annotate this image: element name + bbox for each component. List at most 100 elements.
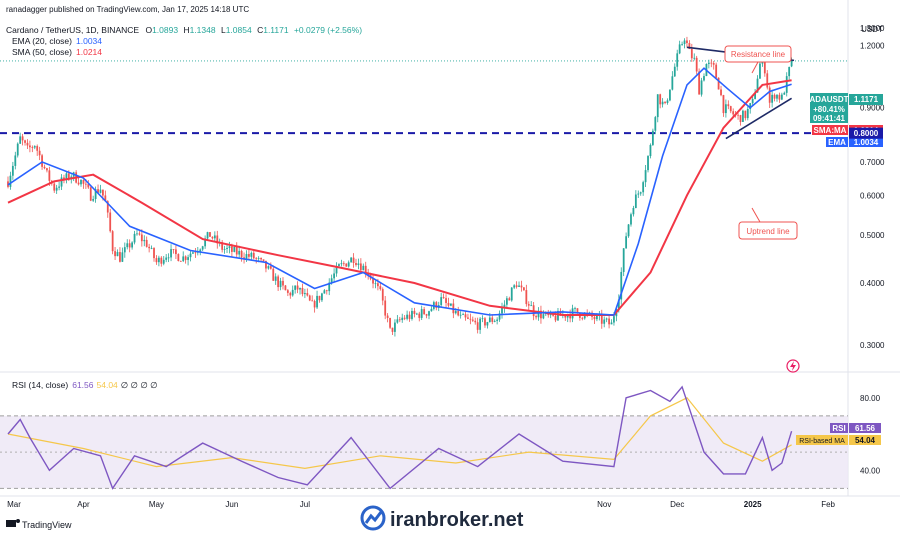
candle-body (55, 187, 58, 191)
candle-body (187, 257, 189, 260)
candle-body (751, 98, 754, 104)
candle-body (737, 114, 739, 116)
uptrend-trendline[interactable] (725, 97, 793, 140)
rsi-line[interactable] (7, 385, 793, 490)
candle-body (328, 282, 331, 292)
rsi-legend[interactable]: RSI (14, close) 61.56 54.04 ∅ ∅ ∅ ∅ (12, 380, 158, 390)
ema-line[interactable] (7, 67, 792, 316)
candle-body (43, 166, 46, 169)
candle-body (274, 276, 277, 281)
candle-body (306, 293, 309, 296)
price-badge-symbol: ADAUSDT (809, 95, 848, 104)
candle-body (486, 322, 489, 326)
candle-body (167, 257, 170, 259)
candle-body (681, 44, 683, 45)
ema-legend[interactable]: EMA (20, close) 1.0034 (12, 36, 102, 46)
candle-body (625, 236, 628, 249)
candle-body (82, 179, 85, 184)
candle-body (372, 278, 374, 284)
candle-body (136, 233, 138, 235)
candle-body (230, 246, 233, 252)
candle-body (282, 280, 284, 286)
candle-body (257, 257, 260, 259)
tradingview-logo[interactable]: TradingView (6, 519, 72, 530)
candle-body (245, 254, 248, 260)
candle-body (352, 257, 355, 264)
candle-body (109, 212, 112, 232)
candle-body (559, 310, 562, 316)
candle-body (338, 264, 340, 267)
price-tick: 0.7000 (860, 158, 885, 167)
candle-body (425, 314, 428, 316)
ema-badge: EMA 1.0034 (826, 137, 883, 147)
candle-body (780, 94, 783, 100)
candle-body (710, 62, 713, 64)
candle-body (493, 320, 496, 322)
candle-body (542, 314, 545, 319)
candle-body (379, 286, 382, 290)
candle-body (673, 66, 676, 77)
watermark: iranbroker.net (360, 505, 524, 531)
candle-body (508, 298, 511, 301)
candle-body (160, 257, 163, 264)
candle-body (347, 262, 350, 267)
candle-body (447, 302, 450, 306)
candle-body (707, 62, 710, 64)
candle-body (321, 293, 323, 301)
candle-body (29, 145, 31, 148)
candle-body (474, 320, 477, 323)
svg-text:0.8000: 0.8000 (854, 129, 879, 138)
time-tick: Jul (300, 500, 310, 509)
rsi-axis[interactable]: 80.00 40.00 (860, 394, 881, 476)
candle-body (16, 143, 19, 156)
candle-body (634, 194, 637, 209)
price-tick: 0.9000 (860, 104, 885, 113)
candle-body (700, 80, 703, 95)
watermark-text: iranbroker.net (390, 509, 524, 531)
candle-body (469, 318, 472, 320)
ohlc-change: +0.0279 (+2.56%) (294, 25, 362, 35)
candle-body (213, 235, 216, 239)
candle-body (235, 246, 238, 255)
price-axis[interactable]: 1.3000 1.2000 0.9000 0.7000 0.6000 0.5000 0.40… (860, 24, 885, 350)
candle-body (778, 94, 781, 100)
candle-body (739, 115, 742, 122)
lightning-icon[interactable] (786, 359, 800, 373)
candle-body (773, 94, 776, 99)
candle-body (411, 310, 413, 319)
candle-body (313, 300, 316, 308)
candle-body (381, 289, 384, 301)
candle-body (686, 40, 688, 44)
candle-body (630, 214, 632, 225)
time-tick: Mar (7, 500, 21, 509)
svg-text:RSI-based MA: RSI-based MA (799, 438, 845, 445)
candle-body (600, 314, 603, 324)
resistance-callout[interactable]: Resistance line (724, 45, 792, 74)
time-axis[interactable]: Mar Apr May Jun Jul Nov Dec 2025 Feb (7, 500, 835, 509)
candle-body (642, 182, 645, 193)
candle-body (776, 94, 778, 99)
candle-body (571, 308, 574, 319)
candle-body (484, 318, 486, 326)
sma-line[interactable] (7, 79, 792, 316)
publish-line: ranadagger published on TradingView.com,… (6, 5, 249, 14)
candle-body (396, 319, 399, 323)
candle-body (632, 208, 635, 215)
candle-body (698, 71, 701, 95)
candle-body (676, 53, 679, 67)
candle-body (182, 256, 185, 262)
candle-body (537, 310, 540, 318)
candle-body (58, 186, 61, 188)
uptrend-callout[interactable]: Uptrend line (738, 207, 798, 240)
candle-body (678, 44, 681, 54)
ohlc-low: 1.0854 (226, 25, 252, 35)
candle-body (785, 76, 788, 93)
candle-body (445, 298, 447, 303)
candle-body (666, 100, 669, 103)
time-tick: Dec (670, 500, 684, 509)
rsi-tick: 40.00 (860, 466, 881, 475)
candle-body (639, 192, 642, 194)
sma-legend[interactable]: SMA (50, close) 1.0214 (12, 47, 102, 57)
time-tick: Feb (821, 500, 835, 509)
